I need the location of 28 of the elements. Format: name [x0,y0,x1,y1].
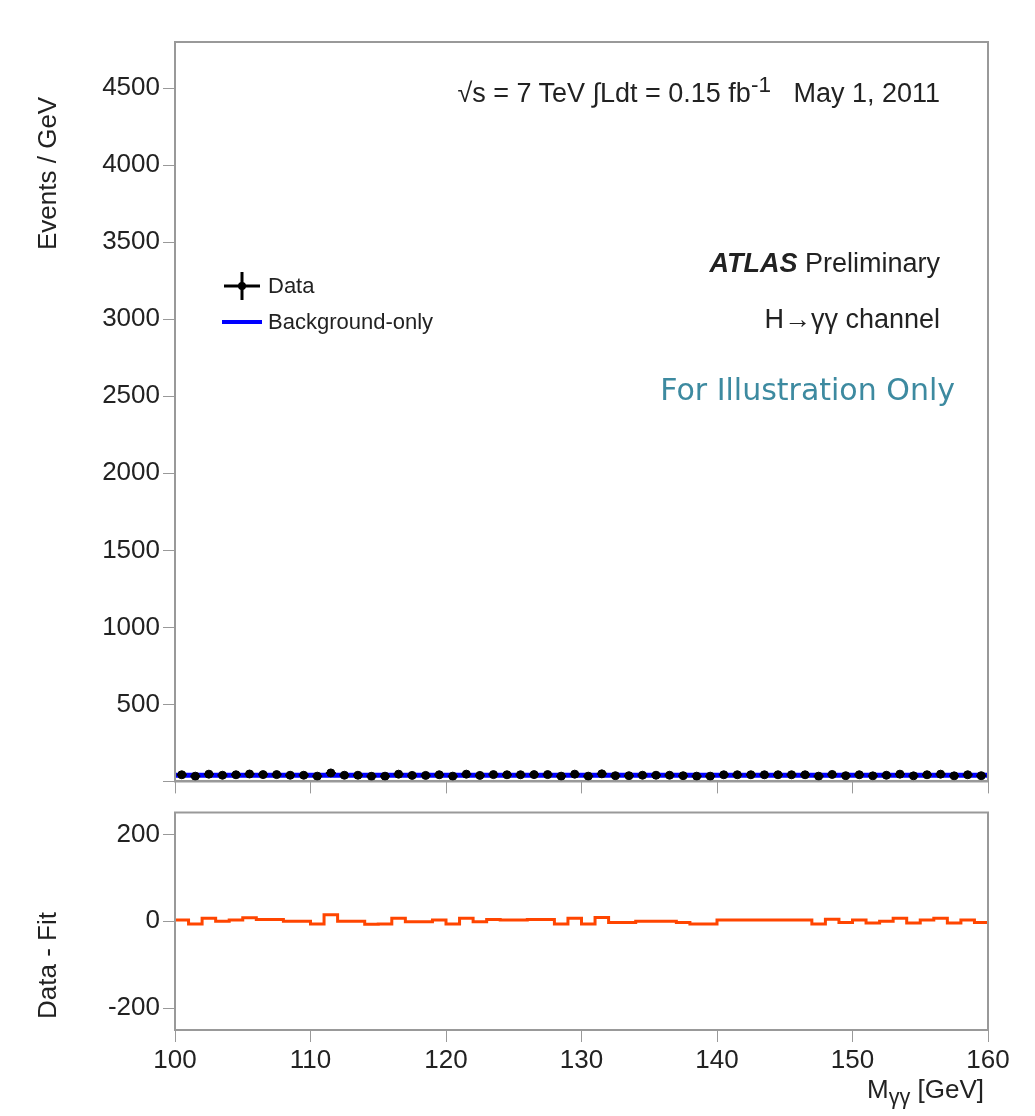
x-tick-label: 140 [695,1043,739,1074]
y-tick-label: -200 [107,991,160,1022]
x-tick-label: 160 [966,1043,1010,1074]
y-axis-title: Data - Fit [32,912,63,1019]
legend-label: Background-only [268,309,434,335]
x-tick-label: 120 [424,1043,468,1074]
x-tick-label: 100 [153,1043,197,1074]
annotation: For Illustration Only [660,372,955,407]
annotation: H→γγ channel [764,304,940,335]
x-tick-label: 150 [830,1043,875,1074]
y-tick-label: 3000 [102,302,160,333]
y-tick-label: 4000 [102,148,160,179]
y-tick-label: 1500 [102,533,160,564]
y-tick-label: 200 [116,817,160,848]
annotation: ATLAS Preliminary [709,248,940,278]
y-tick-label: 2000 [102,456,160,487]
y-tick-label: 3500 [102,225,160,256]
y-tick-label: 2500 [102,379,160,410]
annotation: √s = 7 TeV ∫Ldt = 0.15 fb$^{-1}$ May 1, 2011 [457,72,940,109]
x-tick-label: 110 [289,1043,332,1074]
y-tick-label: 1000 [102,610,160,641]
x-axis-title: M$_{γγ}$ [GeV] [866,1074,984,1111]
y-tick-label: 4500 [102,71,160,102]
y-tick-label: 0 [145,904,160,935]
y-tick-label: 500 [116,687,160,718]
legend-label: Data [268,273,315,299]
x-tick-label: 130 [559,1043,604,1074]
y-axis-title: Events / GeV [32,96,63,250]
